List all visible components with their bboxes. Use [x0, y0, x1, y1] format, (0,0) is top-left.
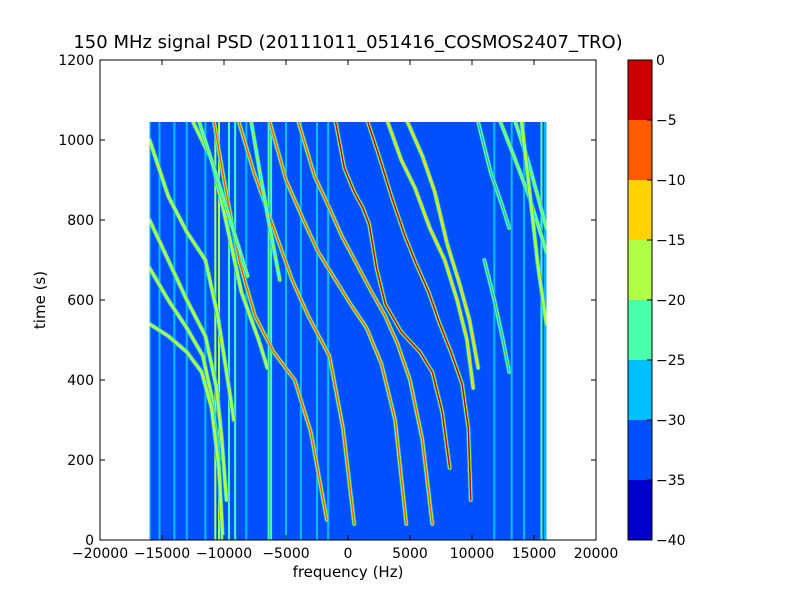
colorbar-level: [628, 60, 652, 120]
trace-line: [483, 259, 510, 373]
trace-line: [386, 122, 474, 389]
heatmap: [149, 122, 547, 540]
trace-line: [149, 219, 228, 501]
x-tick-label: −20000: [72, 546, 128, 562]
colorbar-tick-label: −20: [656, 293, 686, 309]
trace-line: [198, 122, 249, 277]
colorbar-tick-label: −15: [656, 233, 686, 249]
colorbar-tick-label: −10: [656, 173, 686, 189]
x-tick-label: 20000: [574, 546, 619, 562]
trace-line: [477, 122, 510, 229]
trace-line: [149, 139, 235, 421]
colorbar-level: [628, 360, 652, 420]
colorbar-level: [628, 120, 652, 180]
trace-line: [269, 122, 408, 525]
trace-line: [213, 122, 328, 521]
trace-line: [406, 122, 479, 369]
colorbar-tick-label: −5: [656, 113, 677, 129]
colorbar-level: [628, 240, 652, 300]
trace-line: [334, 122, 451, 469]
colorbar: 0 −5 −10 −15 −20 −25 −30 −35 −40: [627, 53, 686, 549]
colorbar-level: [628, 180, 652, 240]
y-tick-label: 0: [85, 533, 94, 549]
colorbar-tick-label: 0: [656, 53, 665, 69]
colorbar-level: [628, 480, 652, 540]
colorbar-tick-label: −30: [656, 413, 686, 429]
y-tick-label: 200: [67, 453, 94, 469]
x-tick-label: −5000: [262, 546, 309, 562]
y-axis-label: time (s): [31, 271, 49, 329]
colorbar-tick-label: −35: [656, 473, 686, 489]
heatmap-content: [149, 122, 547, 540]
trace-line: [149, 323, 224, 540]
x-tick-label: −10000: [196, 546, 252, 562]
x-tick-label: 5000: [392, 546, 428, 562]
x-tick-label: −15000: [134, 546, 190, 562]
y-tick-label: 600: [67, 293, 94, 309]
colorbar-tick-label: −25: [656, 353, 686, 369]
y-tick-label: 400: [67, 373, 94, 389]
colorbar-level: [628, 420, 652, 480]
x-tick-label: 0: [344, 546, 353, 562]
chart-title: 150 MHz signal PSD (20111011_051416_COSM…: [73, 32, 622, 53]
y-tick-label: 800: [67, 213, 94, 229]
x-tick-label: 15000: [512, 546, 557, 562]
x-axis-ticks: −20000 −15000 −10000 −5000 0 5000 10000 15000 20…: [72, 60, 618, 562]
x-tick-label: 10000: [450, 546, 495, 562]
trace-line: [367, 122, 472, 501]
y-tick-label: 1000: [58, 133, 94, 149]
trace-line: [297, 122, 434, 525]
y-axis-ticks: 0 200 400 600 800 1000 1200: [58, 53, 596, 549]
plot-area: −20000 −15000 −10000 −5000 0 5000 10000 15000 20…: [58, 53, 618, 562]
colorbar-tick-label: −40: [656, 533, 686, 549]
y-tick-label: 1200: [58, 53, 94, 69]
trace-line: [250, 122, 281, 281]
colorbar-level: [628, 300, 652, 360]
trace-line: [520, 122, 547, 325]
x-axis-label: frequency (Hz): [293, 563, 404, 581]
trace-line: [238, 122, 355, 525]
